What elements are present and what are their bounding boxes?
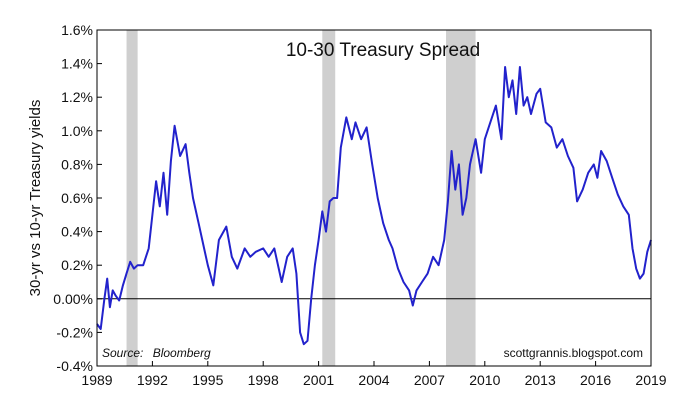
y-tick-label: 1.6% <box>61 22 93 38</box>
x-tick-label: 1995 <box>192 372 223 388</box>
y-tick-label: 1.0% <box>61 123 93 139</box>
y-tick-label: 0.8% <box>61 156 93 172</box>
source-note: Source: Bloomberg <box>102 346 211 360</box>
x-tick-label: 2016 <box>580 372 611 388</box>
y-tick-label: 0.4% <box>61 224 93 240</box>
x-tick-label: 2001 <box>303 372 334 388</box>
x-tick-label: 2019 <box>635 372 666 388</box>
recession-bands <box>126 30 476 366</box>
y-tick-label: 0.2% <box>61 257 93 273</box>
y-tick-label: -0.2% <box>56 324 93 340</box>
plot-frame <box>96 29 652 367</box>
y-tick-label: 1.2% <box>61 89 93 105</box>
credit-note: scottgrannis.blogspot.com <box>504 346 643 360</box>
y-tick-label: 0.00% <box>53 291 93 307</box>
y-axis-label: 30-yr vs 10-yr Treasury yields <box>27 100 44 297</box>
chart-title: 10-30 Treasury Spread <box>286 40 480 61</box>
y-tick-label: -0.4% <box>56 358 93 374</box>
source-note-label: Source: <box>102 346 143 360</box>
recession-band <box>322 30 336 366</box>
source-note-name: Bloomberg <box>153 346 211 360</box>
x-tick-label: 2004 <box>358 372 389 388</box>
x-tick-label: 2010 <box>469 372 500 388</box>
x-tick-label: 1998 <box>248 372 279 388</box>
recession-band <box>126 30 138 366</box>
series-line-10-30-spread <box>96 66 652 346</box>
x-tick-label: 1992 <box>137 372 168 388</box>
y-tick-label: 1.4% <box>61 56 93 72</box>
x-tick-label: 1989 <box>81 372 112 388</box>
y-tick-label: 0.6% <box>61 190 93 206</box>
x-tick-label: 2013 <box>525 372 556 388</box>
y-axis: -0.4% -0.2% 0.00% 0.2% 0.4% 0.6% 0.8% 1.0% 1.2% 1… <box>53 22 102 374</box>
x-tick-label: 2007 <box>414 372 445 388</box>
x-axis: 1989 1992 1995 1998 2001 2004 2007 2010 2013 2016… <box>81 361 667 388</box>
